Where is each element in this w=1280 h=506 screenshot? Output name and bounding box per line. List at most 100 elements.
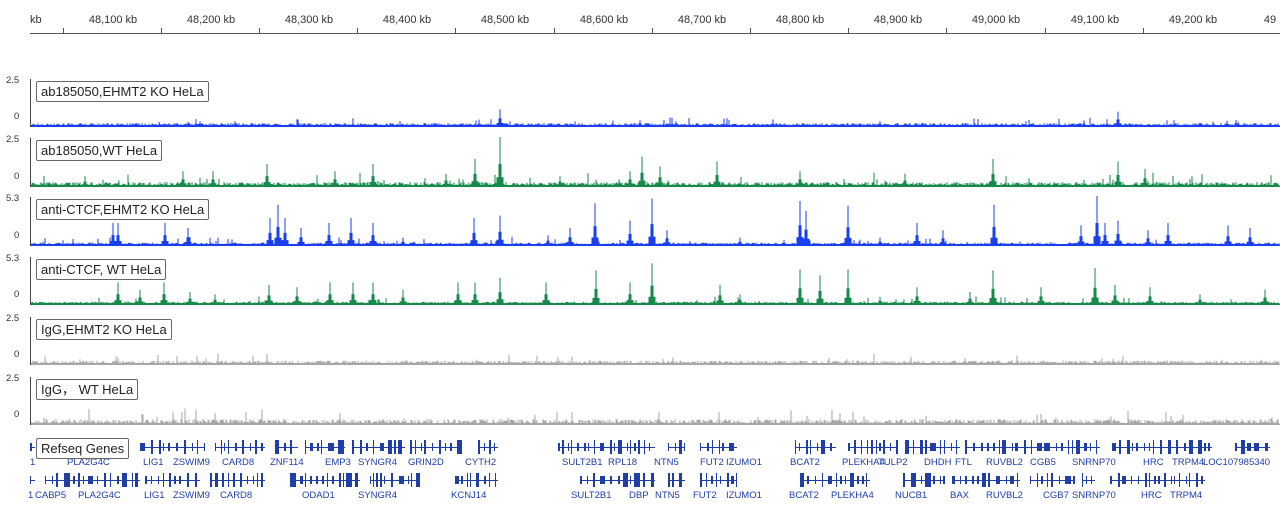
track-name-label[interactable]: ab185050,WT HeLa	[36, 140, 163, 161]
signal-track[interactable]: 2.5 0 IgG， WT HeLa	[0, 373, 1280, 425]
gene-name-label[interactable]: BAX	[950, 490, 970, 501]
gene-name-label[interactable]: ZSWIM9	[173, 490, 210, 501]
gene-name-label[interactable]: NUCB1	[895, 490, 928, 501]
gene-name-label[interactable]: SULT2B1	[562, 457, 603, 468]
gene-name-label[interactable]: PLA2G4C	[67, 457, 110, 468]
gene-name-label[interactable]: ZNF114	[270, 457, 304, 468]
gene-exon	[1119, 440, 1121, 454]
gene-name-label[interactable]: 1	[28, 490, 34, 501]
gene-name-label[interactable]: SULT2B1	[571, 490, 612, 501]
gene-exon	[78, 473, 80, 487]
gene-exon	[45, 476, 46, 484]
gene-name-label[interactable]: BCAT2	[789, 490, 819, 501]
gene-name-label[interactable]: PLA2G4C	[78, 490, 121, 501]
track-name-label[interactable]: anti-CTCF,EHMT2 KO HeLa	[36, 199, 210, 220]
gene-exon	[1076, 440, 1080, 454]
gene-exon	[630, 476, 631, 484]
track-scale-min: 0	[14, 289, 20, 300]
gene-name-label[interactable]: CARD8	[220, 490, 253, 501]
signal-track[interactable]: 5.3 0 anti-CTCF, WT HeLa	[0, 253, 1280, 305]
gene-name-label[interactable]: PLEKHA4	[842, 457, 885, 468]
gene-models[interactable]	[0, 436, 1280, 506]
gene-name-label[interactable]: NTN5	[654, 457, 679, 468]
gene-name-label[interactable]: RUVBL2	[986, 457, 1023, 468]
signal-plot[interactable]	[0, 373, 1280, 425]
signal-plot[interactable]	[0, 134, 1280, 187]
track-scale-max: 5.3	[6, 253, 20, 264]
gene-name-label[interactable]: IZUMO1	[726, 490, 762, 501]
gene-name-label[interactable]: ZSWIM9	[173, 457, 210, 468]
gene-name-label[interactable]: RUVBL2	[986, 490, 1023, 501]
ruler-tick-label: 48,800 kb	[775, 14, 825, 26]
gene-name-label[interactable]: CABP5	[35, 490, 67, 501]
gene-exon	[391, 473, 393, 487]
gene-name-label[interactable]: SYNGR4	[358, 457, 398, 468]
gene-name-label[interactable]: CGB7	[1043, 490, 1069, 501]
gene-name-label[interactable]: SNRNP70	[1072, 490, 1116, 501]
gene-exon	[64, 473, 70, 487]
genomic-ruler[interactable]: kb 48,100 kb 48,200 kb 48,300 kb 48,400 kb 48…	[0, 0, 1280, 36]
gene-name-label[interactable]: TRPM4	[1172, 457, 1205, 468]
signal-plot[interactable]	[0, 75, 1280, 127]
gene-exon	[623, 473, 628, 487]
signal-plot[interactable]	[0, 313, 1280, 365]
gene-name-label[interactable]: HRC	[1141, 490, 1162, 501]
gene-name-label[interactable]: EMP3	[325, 457, 351, 468]
gene-name-label[interactable]: DHDH	[924, 457, 952, 468]
gene-exon	[1072, 440, 1073, 454]
track-name-label[interactable]: anti-CTCF, WT HeLa	[36, 259, 167, 280]
gene-name-label[interactable]: TULP2	[878, 457, 908, 468]
gene-name-label[interactable]: ODAD1	[302, 490, 335, 501]
refseq-genes-label[interactable]: Refseq Genes	[36, 438, 130, 459]
gene-name-label[interactable]: SYNGR4	[358, 490, 398, 501]
gene-exon	[920, 440, 923, 454]
signal-plot[interactable]	[0, 253, 1280, 305]
signal-track[interactable]: 2.5 0 ab185050,WT HeLa	[0, 134, 1280, 187]
gene-name-label[interactable]: TRPM4	[1170, 490, 1203, 501]
ruler-tick	[848, 28, 849, 34]
gene-exon	[110, 473, 111, 487]
gene-name-label[interactable]: GRIN2D	[408, 457, 444, 468]
gene-exon	[421, 443, 422, 451]
track-name-label[interactable]: ab185050,EHMT2 KO HeLa	[36, 81, 209, 102]
gene-name-label[interactable]: CYTH2	[465, 457, 497, 468]
signal-track[interactable]: 2.5 0 ab185050,EHMT2 KO HeLa	[0, 75, 1280, 127]
gene-name-label[interactable]: FTL	[955, 457, 972, 468]
gene-name-label[interactable]: BCAT2	[790, 457, 820, 468]
refseq-genes-track[interactable]: Refseq Genes 1 PLA2G4C LIG1 ZSWIM9 CARD8 ZNF1…	[0, 436, 1280, 506]
gene-name-label[interactable]: CARD8	[222, 457, 255, 468]
gene-name-label[interactable]: LIG1	[144, 490, 165, 501]
gene-exon	[476, 473, 479, 487]
gene-name-label[interactable]: LIG1	[143, 457, 164, 468]
gene-name-label[interactable]: SNRNP70	[1072, 457, 1116, 468]
gene-name-label[interactable]: CGB5	[1030, 457, 1056, 468]
gene-name-label[interactable]: LOC107985340	[1203, 457, 1271, 468]
gene-name-label[interactable]: RPL18	[608, 457, 638, 468]
gene-exon	[972, 476, 974, 484]
signal-plot[interactable]	[0, 193, 1280, 246]
gene-name-label[interactable]: DBP	[629, 490, 649, 501]
gene-exon	[1235, 443, 1237, 451]
gene-name-label[interactable]: HRC	[1143, 457, 1164, 468]
gene-exon	[810, 440, 811, 454]
track-name-label[interactable]: IgG， WT HeLa	[36, 379, 139, 400]
signal-track[interactable]: 5.3 0 anti-CTCF,EHMT2 KO HeLa	[0, 193, 1280, 246]
gene-exon	[310, 443, 313, 451]
gene-exon	[366, 443, 368, 451]
gene-name-label[interactable]: FUT2	[700, 457, 724, 468]
gene-exon	[192, 443, 193, 451]
gene-exon	[1084, 443, 1087, 451]
gene-name-label[interactable]: IZUMO1	[726, 457, 762, 468]
ruler-tick-label: 48,300 kb	[284, 14, 334, 26]
gene-name-label[interactable]: NTN5	[655, 490, 680, 501]
gene-exon	[614, 443, 615, 451]
gene-exon	[800, 473, 804, 487]
ruler-tick-label: 48,900 kb	[873, 14, 923, 26]
track-name-label[interactable]: IgG,EHMT2 KO HeLa	[36, 319, 172, 340]
gene-exon	[913, 440, 914, 454]
signal-track[interactable]: 2.5 0 IgG,EHMT2 KO HeLa	[0, 313, 1280, 365]
gene-name-label[interactable]: FUT2	[693, 490, 717, 501]
gene-name-label[interactable]: KCNJ14	[451, 490, 487, 501]
gene-name-label[interactable]: 1	[30, 457, 36, 468]
gene-name-label[interactable]: PLEKHA4	[831, 490, 874, 501]
